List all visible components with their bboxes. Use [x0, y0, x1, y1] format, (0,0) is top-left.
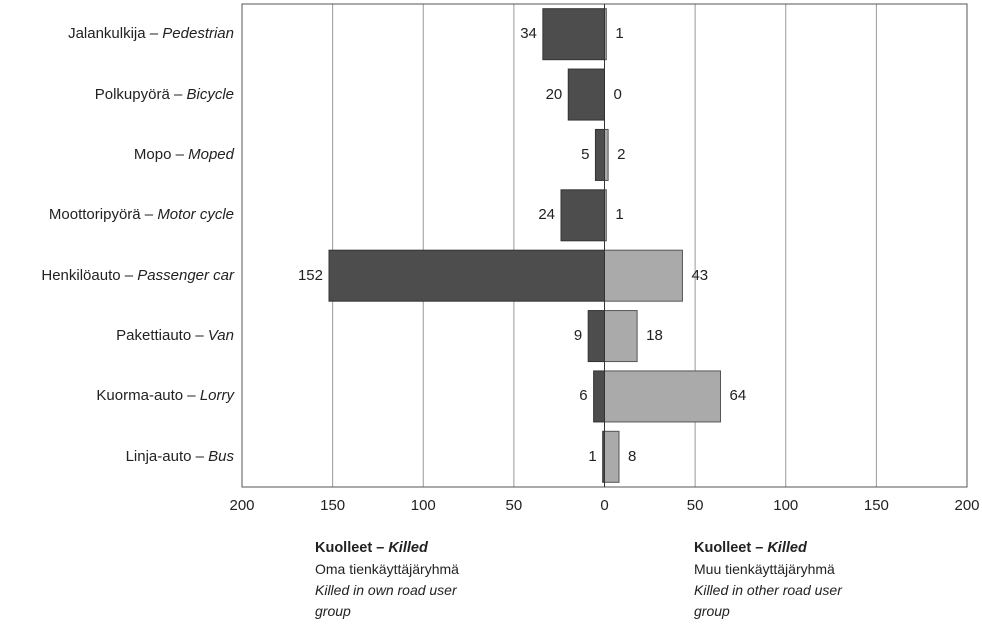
- value-label-other: 2: [617, 145, 626, 163]
- x-tick-label: 0: [600, 497, 609, 514]
- legend-note-left-heading: Kuolleet – Killed: [315, 540, 428, 556]
- legend-note-right-heading: Kuolleet – Killed: [694, 540, 807, 556]
- bar-other-group: [604, 370, 721, 423]
- value-label-other: 18: [646, 327, 663, 345]
- bar-own-group: [567, 68, 605, 121]
- bar-own-group: [587, 310, 605, 363]
- value-label-own: 20: [545, 85, 563, 103]
- bar-other-group: [604, 310, 638, 363]
- bar-other-group: [604, 249, 683, 302]
- value-label-own: 24: [538, 206, 555, 224]
- bar-own-group: [560, 189, 605, 242]
- value-label-other: 0: [613, 85, 622, 103]
- legend-note-right-fi: Muu tienkäyttäjäryhmä: [694, 561, 835, 577]
- x-tick-label: 50: [686, 497, 704, 514]
- value-label-other: 8: [628, 447, 637, 465]
- bar-other-group: [604, 128, 609, 181]
- x-tick-label: 200: [229, 497, 255, 514]
- value-label-own: 6: [579, 387, 588, 405]
- bar-own-group: [593, 370, 605, 423]
- legend-note-right: Kuolleet – Killed Muu tienkäyttäjäryhmä …: [694, 538, 842, 622]
- value-label-other: 43: [691, 266, 709, 284]
- x-tick-label: 200: [954, 497, 980, 514]
- x-tick-label: 50: [505, 497, 523, 514]
- value-label-own: 9: [573, 327, 583, 345]
- value-label-own: 152: [297, 266, 323, 284]
- bar-own-group: [594, 128, 605, 181]
- category-label: Polkupyörä – Bicycle: [94, 85, 234, 103]
- value-label-other: 64: [729, 387, 747, 405]
- bar-own-group: [542, 8, 605, 61]
- bar-other-group: [604, 430, 620, 483]
- value-label-other: 1: [615, 206, 624, 224]
- legend-note-left: Kuolleet – Killed Oma tienkäyttäjäryhmä …: [315, 538, 459, 622]
- category-label: Moottoripyörä – Motor cycle: [48, 206, 234, 224]
- legend-note-left-en-2: group: [315, 603, 351, 619]
- value-label-own: 5: [581, 145, 590, 163]
- x-tick-label: 100: [410, 497, 436, 514]
- category-label: Mopo – Moped: [133, 145, 234, 163]
- category-label: Pakettiauto – Van: [116, 327, 234, 345]
- legend-note-left-fi: Oma tienkäyttäjäryhmä: [315, 561, 459, 577]
- legend-note-right-en-1: Killed in other road user: [694, 582, 842, 598]
- bar-own-group: [328, 249, 605, 302]
- x-tick-label: 100: [773, 497, 799, 514]
- category-label: Jalankulkija – Pedestrian: [68, 25, 234, 43]
- category-label: Kuorma-auto – Lorry: [96, 387, 234, 405]
- legend-note-left-en-1: Killed in own road user: [315, 582, 457, 598]
- legend-note-right-en-2: group: [694, 603, 730, 619]
- category-label: Linja-auto – Bus: [125, 447, 234, 465]
- x-tick-label: 150: [863, 497, 889, 514]
- value-label-other: 1: [615, 25, 624, 43]
- x-tick-label: 150: [320, 497, 346, 514]
- value-label-own: 34: [520, 25, 537, 43]
- value-label-own: 1: [588, 447, 597, 465]
- category-label: Henkilöauto – Passenger car: [41, 266, 234, 284]
